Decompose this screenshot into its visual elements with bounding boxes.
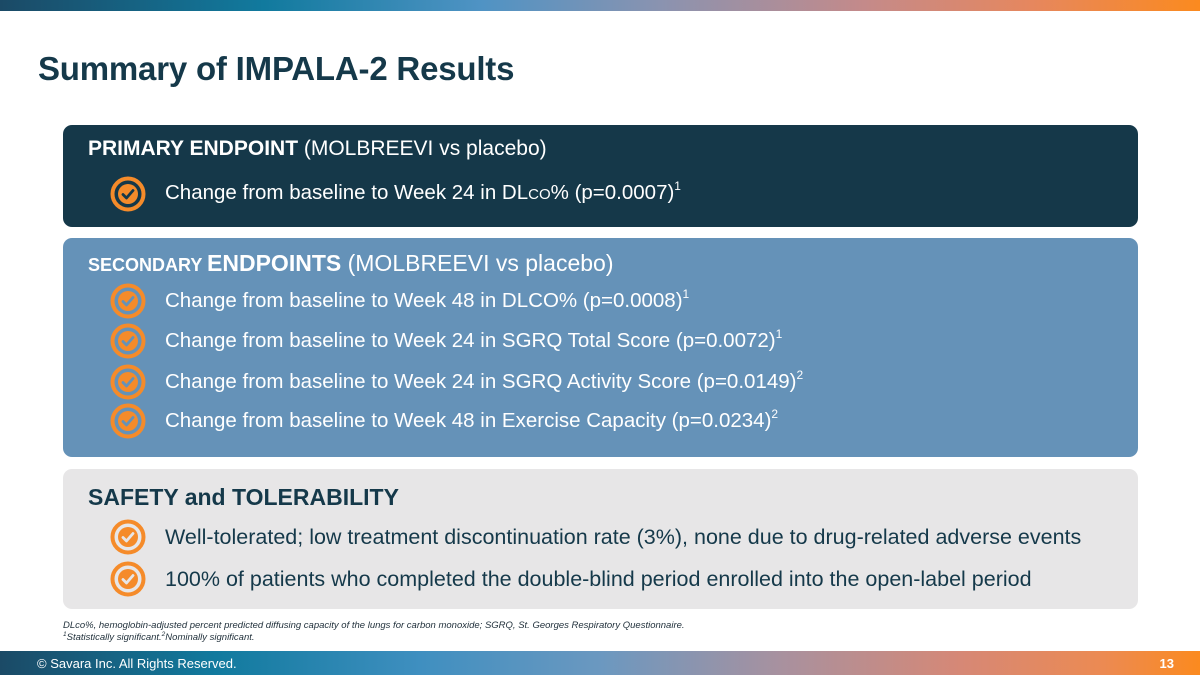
safety-tolerability-panel: SAFETY and TOLERABILITY Well-tolerated; …	[63, 469, 1138, 609]
safety-item-text: 100% of patients who completed the doubl…	[165, 567, 1032, 591]
copyright-text: © Savara Inc. All Rights Reserved.	[37, 656, 237, 671]
safety-item-text: Well-tolerated; low treatment discontinu…	[165, 525, 1082, 549]
footnotes: DLco%, hemoglobin-adjusted percent predi…	[63, 620, 685, 644]
page-title: Summary of IMPALA-2 Results	[38, 50, 515, 87]
secondary-heading-big: ENDPOINTS	[207, 250, 342, 276]
primary-heading-strong: PRIMARY ENDPOINT	[88, 137, 299, 160]
secondary-endpoint-text: Change from baseline to Week 48 in DLCO%…	[165, 287, 690, 312]
secondary-endpoint-text: Change from baseline to Week 48 in Exerc…	[165, 407, 779, 432]
secondary-endpoint-item: Change from baseline to Week 24 in SGRQ …	[110, 364, 803, 400]
footer-bar: © Savara Inc. All Rights Reserved. 13	[0, 651, 1200, 675]
secondary-heading-comparison: (MOLBREEVI vs placebo)	[341, 250, 614, 276]
safety-item: 100% of patients who completed the doubl…	[110, 561, 1032, 597]
check-circle-icon	[110, 561, 146, 597]
check-circle-icon	[110, 364, 146, 400]
primary-heading-comparison: (MOLBREEVI vs placebo)	[298, 137, 547, 160]
check-circle-icon	[110, 403, 146, 439]
secondary-endpoint-text: Change from baseline to Week 24 in SGRQ …	[165, 327, 783, 352]
secondary-endpoints-heading: SECONDARY ENDPOINTS (MOLBREEVI vs placeb…	[88, 250, 613, 277]
safety-heading: SAFETY and TOLERABILITY	[88, 484, 399, 510]
check-circle-icon	[110, 176, 146, 212]
primary-endpoint-item: Change from baseline to Week 24 in DLCO%…	[110, 176, 681, 212]
primary-endpoint-heading: PRIMARY ENDPOINT (MOLBREEVI vs placebo)	[88, 137, 547, 161]
top-gradient-bar	[0, 0, 1200, 11]
check-circle-icon	[110, 519, 146, 555]
footnote-significance: 1Statistically significant.2Nominally si…	[63, 630, 255, 643]
safety-item: Well-tolerated; low treatment discontinu…	[110, 519, 1081, 555]
check-circle-icon	[110, 283, 146, 319]
check-circle-icon	[110, 323, 146, 359]
footnote-abbreviations: DLco%, hemoglobin-adjusted percent predi…	[63, 620, 685, 631]
secondary-heading-small: SECONDARY	[88, 255, 208, 275]
primary-endpoint-text: Change from baseline to Week 24 in DLCO%…	[165, 179, 681, 204]
page-number: 13	[1159, 656, 1174, 671]
secondary-endpoint-item: Change from baseline to Week 24 in SGRQ …	[110, 323, 782, 359]
secondary-endpoint-item: Change from baseline to Week 48 in Exerc…	[110, 403, 778, 439]
secondary-endpoint-text: Change from baseline to Week 24 in SGRQ …	[165, 368, 804, 393]
secondary-endpoints-panel: SECONDARY ENDPOINTS (MOLBREEVI vs placeb…	[63, 238, 1138, 457]
secondary-endpoint-item: Change from baseline to Week 48 in DLCO%…	[110, 283, 689, 319]
primary-endpoint-panel: PRIMARY ENDPOINT (MOLBREEVI vs placebo) …	[63, 125, 1138, 227]
